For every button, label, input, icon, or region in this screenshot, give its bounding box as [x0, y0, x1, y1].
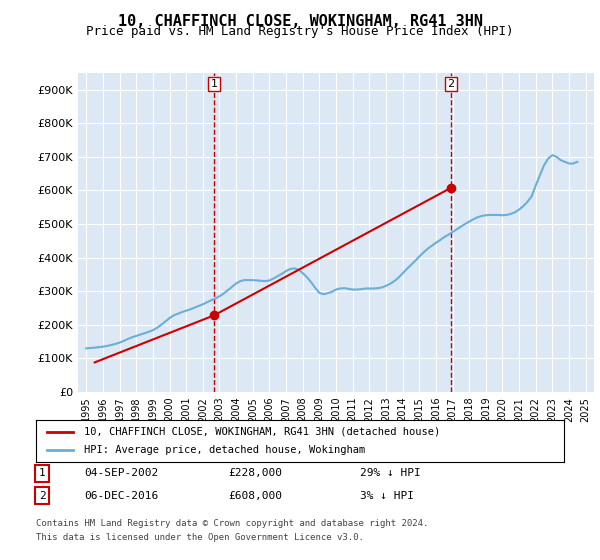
Text: £228,000: £228,000 — [228, 468, 282, 478]
Text: 3% ↓ HPI: 3% ↓ HPI — [360, 491, 414, 501]
Text: 06-DEC-2016: 06-DEC-2016 — [84, 491, 158, 501]
Text: 10, CHAFFINCH CLOSE, WOKINGHAM, RG41 3HN (detached house): 10, CHAFFINCH CLOSE, WOKINGHAM, RG41 3HN… — [83, 427, 440, 437]
Text: Contains HM Land Registry data © Crown copyright and database right 2024.: Contains HM Land Registry data © Crown c… — [36, 519, 428, 528]
Text: 2: 2 — [38, 491, 46, 501]
Text: 29% ↓ HPI: 29% ↓ HPI — [360, 468, 421, 478]
Text: Price paid vs. HM Land Registry's House Price Index (HPI): Price paid vs. HM Land Registry's House … — [86, 25, 514, 38]
Text: 1: 1 — [38, 468, 46, 478]
Text: 10, CHAFFINCH CLOSE, WOKINGHAM, RG41 3HN: 10, CHAFFINCH CLOSE, WOKINGHAM, RG41 3HN — [118, 14, 482, 29]
Text: 2: 2 — [448, 79, 455, 89]
Text: 1: 1 — [211, 79, 217, 89]
Text: £608,000: £608,000 — [228, 491, 282, 501]
Text: 04-SEP-2002: 04-SEP-2002 — [84, 468, 158, 478]
Text: HPI: Average price, detached house, Wokingham: HPI: Average price, detached house, Woki… — [83, 445, 365, 455]
Text: This data is licensed under the Open Government Licence v3.0.: This data is licensed under the Open Gov… — [36, 533, 364, 542]
